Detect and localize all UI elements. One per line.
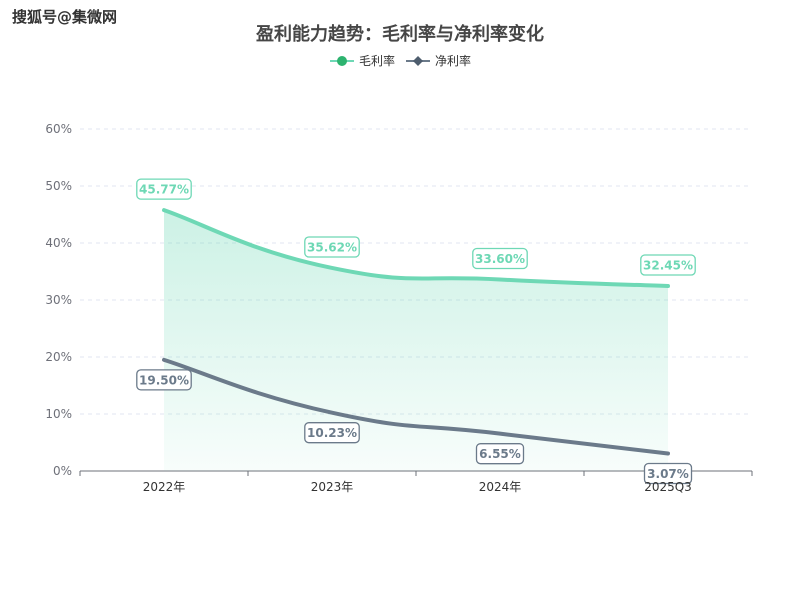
legend-label: 毛利率 [359, 53, 395, 68]
data-label-box [643, 462, 693, 485]
legend-diamond-icon [413, 56, 423, 66]
y-tick-label: 20% [45, 350, 72, 364]
x-tick-label: 2022年 [143, 480, 186, 494]
data-label: 33.60% [475, 252, 525, 266]
data-label: 10.23% [307, 426, 357, 440]
series-line-0 [162, 208, 670, 289]
x-tick-label: 2023年 [311, 480, 354, 494]
legend-circle-icon [337, 56, 347, 66]
data-label-box [472, 247, 528, 270]
legend-label: 净利率 [435, 53, 471, 68]
data-label: 3.07% [647, 467, 689, 481]
y-tick-label: 0% [53, 464, 72, 478]
data-label-box [475, 443, 525, 465]
data-label-box [136, 369, 192, 391]
watermark: 搜狐号@集微网 [12, 8, 118, 26]
y-tick-label: 40% [45, 236, 72, 250]
data-label: 6.55% [479, 447, 521, 461]
data-label: 45.77% [139, 183, 189, 197]
y-tick-label: 30% [45, 293, 72, 307]
data-label-box [304, 422, 360, 444]
data-label: 32.45% [643, 259, 693, 273]
data-label-box [136, 178, 192, 200]
data-label-box [304, 236, 360, 258]
series-line-1 [162, 357, 670, 456]
data-label: 19.50% [139, 373, 189, 387]
series-area [164, 210, 668, 471]
chart-title: 盈利能力趋势：毛利率与净利率变化 [256, 24, 544, 45]
y-tick-label: 50% [45, 179, 72, 193]
x-tick-label: 2024年 [479, 480, 522, 494]
data-label: 35.62% [307, 240, 357, 254]
y-tick-label: 60% [45, 122, 72, 136]
y-tick-label: 10% [45, 407, 72, 421]
data-label-box [640, 254, 696, 276]
x-tick-label: 2025Q3 [644, 480, 692, 494]
